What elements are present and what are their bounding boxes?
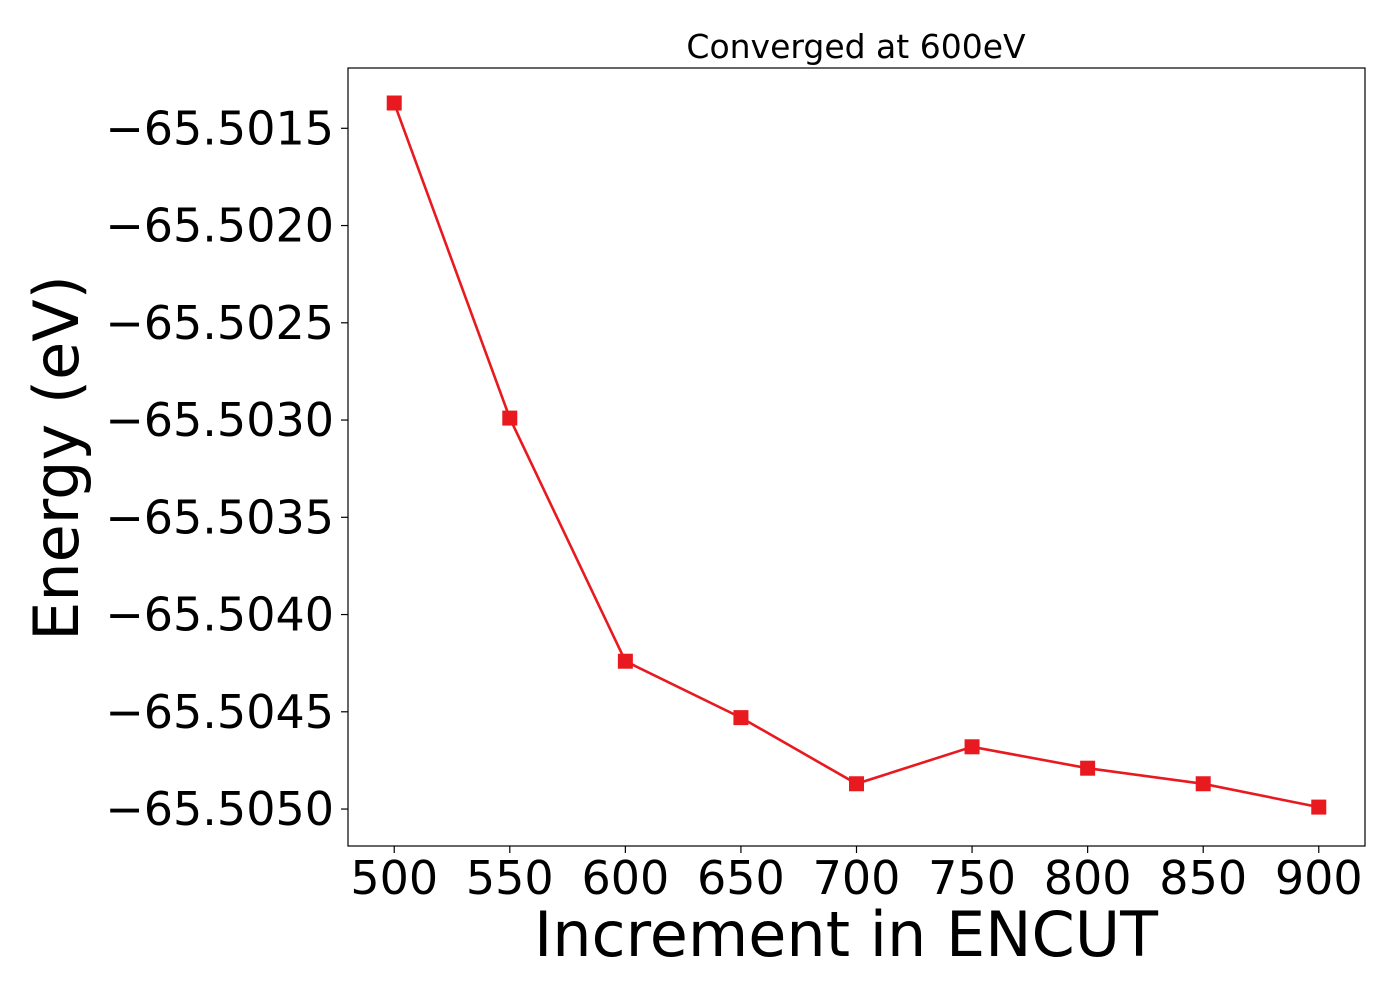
y-tick-label: −65.5020 (105, 199, 334, 253)
data-point (502, 410, 518, 426)
chart-title: Converged at 600eV (686, 27, 1026, 66)
x-tick-label: 700 (813, 851, 901, 905)
data-point (617, 653, 633, 669)
series-layer (386, 95, 1327, 815)
y-tick-label: −65.5035 (105, 490, 334, 544)
y-tick-label: −65.5015 (105, 101, 334, 155)
data-point (733, 710, 749, 726)
x-tick-label: 850 (1159, 851, 1247, 905)
y-axis-label: Energy (eV) (20, 275, 93, 641)
x-tick-label: 800 (1044, 851, 1132, 905)
data-point (1080, 760, 1096, 776)
data-point (964, 739, 980, 755)
data-point (386, 95, 402, 111)
x-tick-label: 500 (350, 851, 438, 905)
plot-area (347, 67, 1366, 847)
data-point (1311, 799, 1327, 815)
y-axis-ticks: −65.5015 −65.5020 −65.5025 −65.5030 −65.5035… (105, 101, 348, 836)
data-point (849, 776, 864, 792)
x-axis-label: Increment in ENCUT (534, 898, 1159, 971)
y-tick-label: −65.5040 (105, 588, 334, 642)
y-tick-label: −65.5050 (105, 782, 334, 836)
x-axis-ticks: 500 550 600 650 700 750 800 850 900 (350, 846, 1363, 905)
y-tick-label: −65.5045 (105, 685, 334, 739)
y-tick-label: −65.5030 (105, 393, 334, 447)
y-tick-label: −65.5025 (105, 296, 334, 350)
x-tick-label: 650 (697, 851, 785, 905)
x-tick-label: 750 (928, 851, 1016, 905)
x-tick-label: 900 (1275, 851, 1363, 905)
x-tick-label: 600 (581, 851, 669, 905)
data-point (1195, 776, 1211, 792)
x-tick-label: 550 (466, 851, 554, 905)
